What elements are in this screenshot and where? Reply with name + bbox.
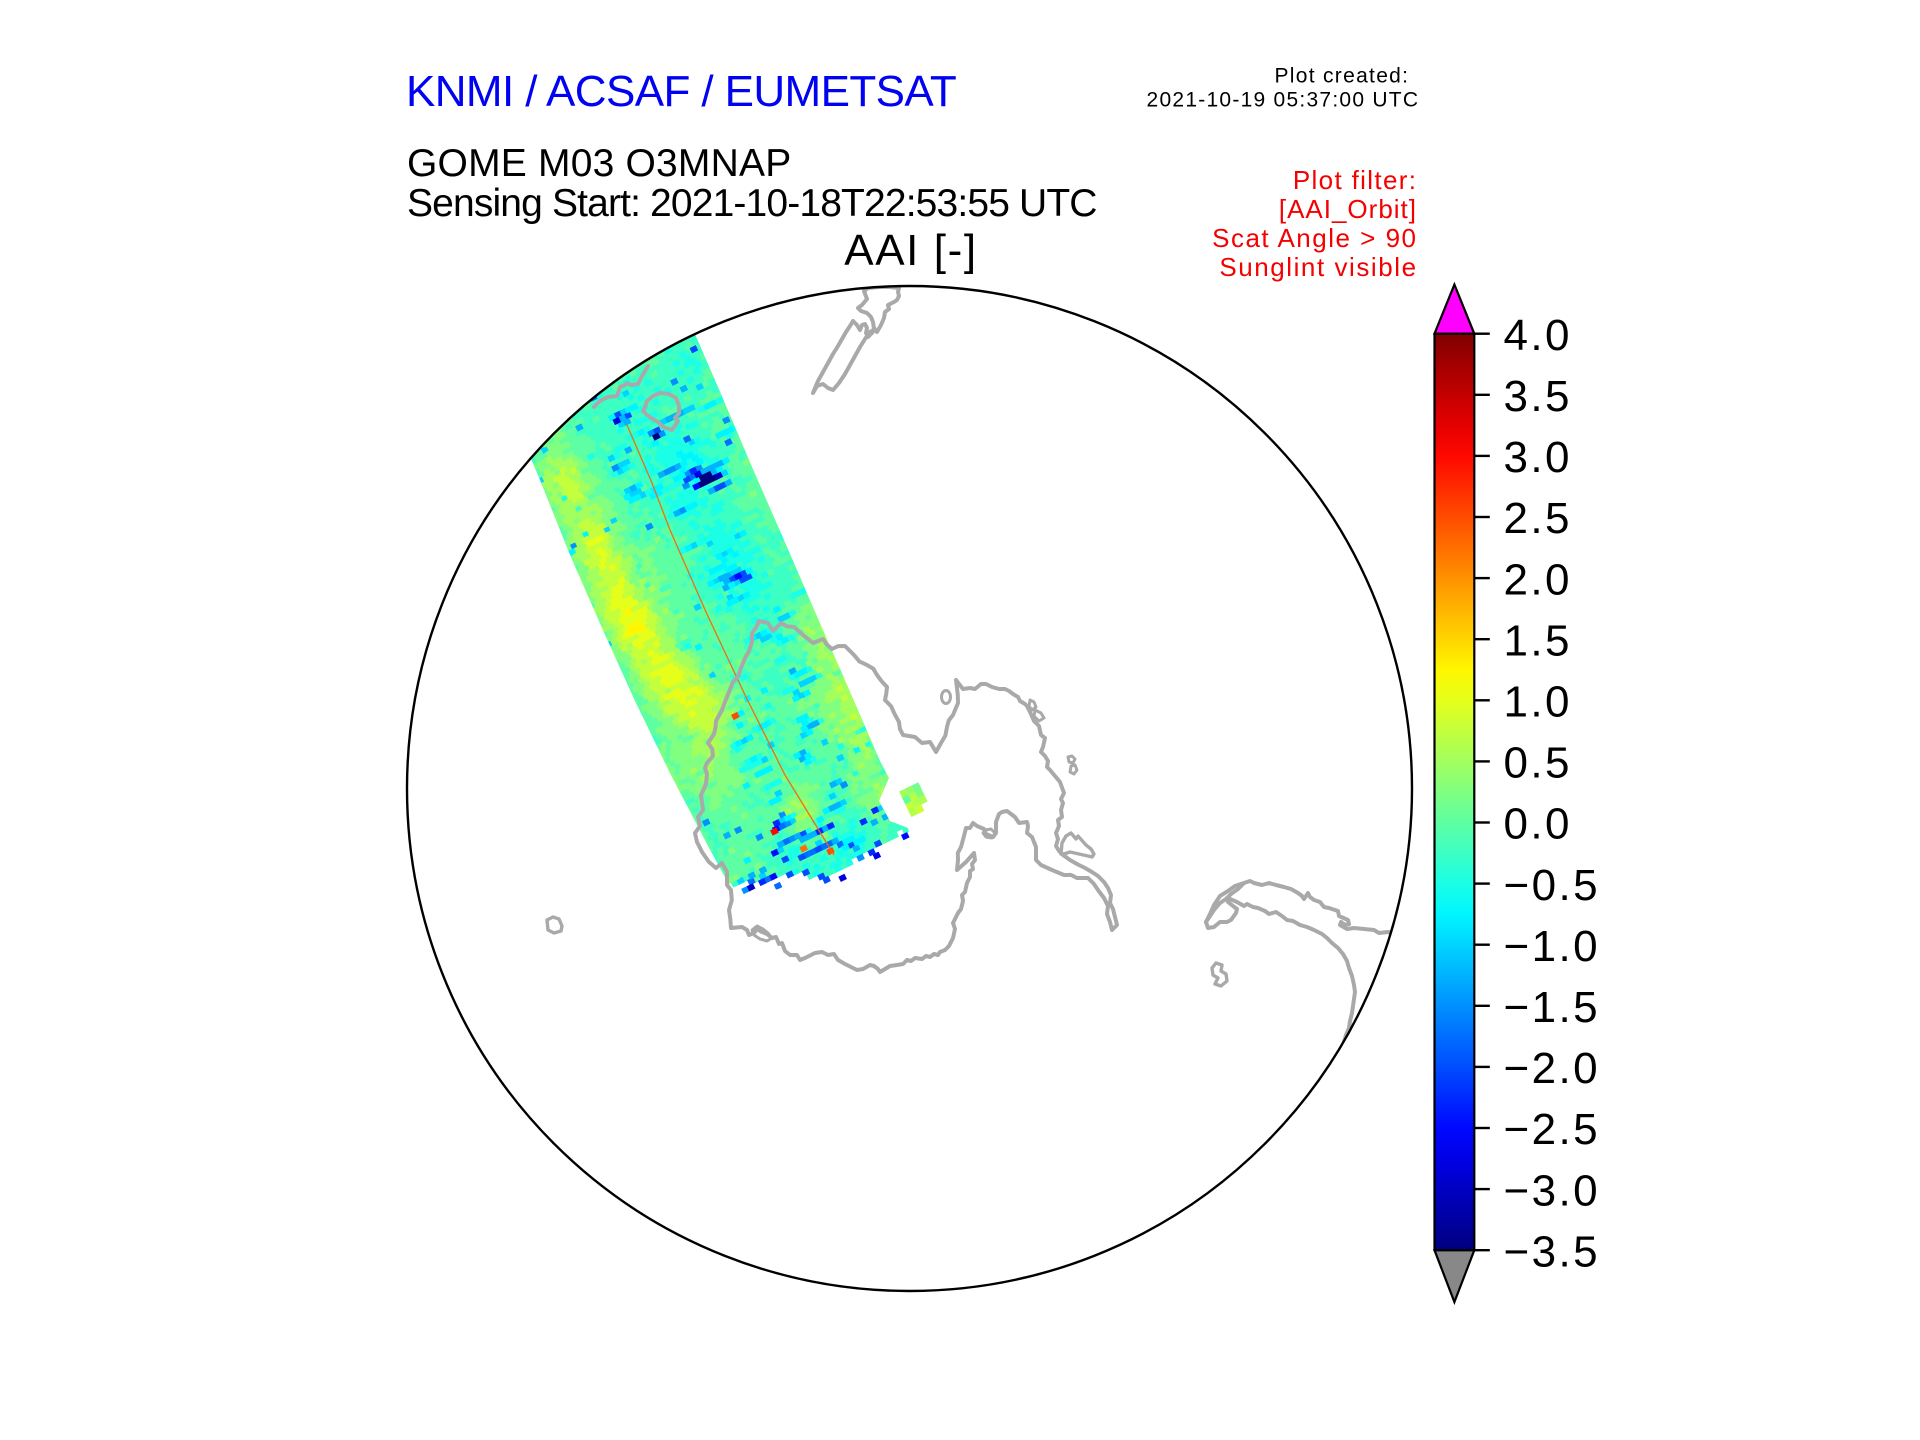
svg-text:4.0: 4.0: [1504, 311, 1572, 360]
svg-text:−0.5: −0.5: [1504, 861, 1600, 910]
svg-text:Plot filter:: Plot filter:: [1293, 165, 1418, 195]
svg-text:0.0: 0.0: [1504, 800, 1572, 849]
svg-text:−3.0: −3.0: [1504, 1166, 1600, 1215]
svg-text:3.0: 3.0: [1504, 433, 1572, 482]
svg-text:−3.5: −3.5: [1504, 1227, 1600, 1276]
svg-text:GOME M03 O3MNAP: GOME M03 O3MNAP: [407, 142, 791, 185]
svg-text:2.5: 2.5: [1504, 494, 1572, 543]
svg-text:Sunglint visible: Sunglint visible: [1219, 252, 1417, 282]
svg-text:−1.5: −1.5: [1504, 983, 1600, 1032]
svg-text:−1.0: −1.0: [1504, 922, 1600, 971]
svg-text:Plot created:: Plot created:: [1274, 65, 1409, 88]
svg-text:Sensing Start: 2021-10-18T22:5: Sensing Start: 2021-10-18T22:53:55 UTC: [407, 182, 1097, 225]
svg-text:0.5: 0.5: [1504, 739, 1572, 788]
svg-text:2.0: 2.0: [1504, 555, 1572, 604]
svg-text:1.5: 1.5: [1504, 616, 1572, 665]
svg-text:−2.5: −2.5: [1504, 1105, 1600, 1154]
svg-text:2021-10-19 05:37:00 UTC: 2021-10-19 05:37:00 UTC: [1147, 89, 1420, 112]
svg-text:1.0: 1.0: [1504, 678, 1572, 727]
svg-text:KNMI / ACSAF / EUMETSAT: KNMI / ACSAF / EUMETSAT: [406, 67, 956, 116]
svg-text:−2.0: −2.0: [1504, 1044, 1600, 1093]
svg-text:Scat Angle > 90: Scat Angle > 90: [1212, 223, 1417, 253]
svg-text:3.5: 3.5: [1504, 372, 1572, 421]
svg-text:[AAI_Orbit]: [AAI_Orbit]: [1279, 194, 1417, 224]
svg-text:AAI [-]: AAI [-]: [844, 226, 977, 275]
